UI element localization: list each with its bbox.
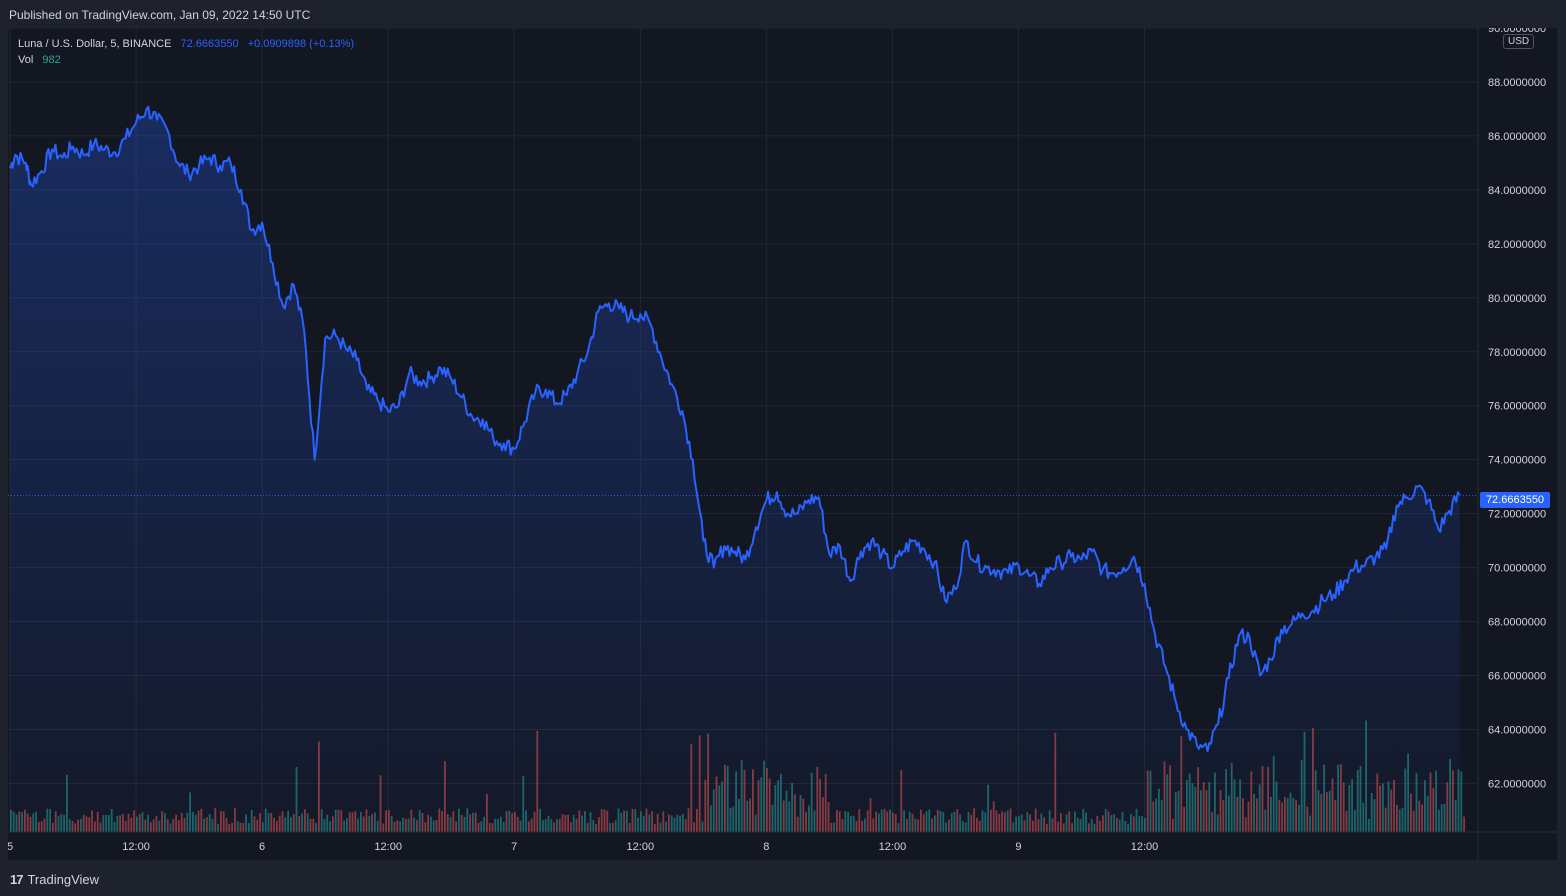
currency-selector[interactable]: USD [1503, 34, 1535, 49]
time-tick-label: 7 [511, 841, 517, 853]
price-chart-svg[interactable]: 90.0000000 88.0000000 86.0000000 84.0000000… [8, 28, 1557, 860]
price-line [9, 105, 1461, 753]
price-tick-label: 66.0000000 [1488, 671, 1546, 683]
price-tick-label: 78.0000000 [1488, 347, 1546, 359]
price-area-fill [10, 106, 1460, 833]
symbol-title: Luna / U.S. Dollar, 5, BINANCE [18, 38, 172, 50]
time-tick-label: 12:00 [122, 841, 150, 853]
time-axis[interactable]: 5 12:00 6 12:00 7 12:00 8 12:00 9 12:00 [8, 841, 1158, 853]
volume-value: 982 [42, 54, 61, 66]
price-change-value: +0.0909898 (+0.13%) [247, 38, 355, 50]
published-caption: Published on TradingView.com, Jan 09, 20… [9, 8, 311, 22]
chart-legend[interactable]: Luna / U.S. Dollar, 5, BINANCE 72.666355… [18, 36, 354, 68]
price-tick-label: 80.0000000 [1488, 293, 1546, 305]
price-tick-label: 70.0000000 [1488, 563, 1546, 575]
price-tick-label: 90.0000000 [1488, 28, 1546, 35]
time-tick-label: 8 [763, 841, 769, 853]
last-price-value: 72.6663550 [180, 38, 239, 50]
price-axis[interactable]: 90.0000000 88.0000000 86.0000000 84.0000000… [1488, 28, 1546, 790]
tradingview-logo[interactable]: 17 TradingView [10, 872, 99, 887]
time-tick-label: 9 [1015, 841, 1021, 853]
price-tick-label: 82.0000000 [1488, 239, 1546, 251]
legend-volume-row[interactable]: Vol 982 [18, 52, 354, 68]
volume-bar [1460, 771, 1463, 832]
chart-frame[interactable]: 90.0000000 88.0000000 86.0000000 84.0000000… [8, 28, 1557, 860]
time-tick-label: 12:00 [374, 841, 402, 853]
time-tick-label: 6 [259, 841, 265, 853]
legend-main-row[interactable]: Luna / U.S. Dollar, 5, BINANCE 72.666355… [18, 36, 354, 52]
price-tick-label: 62.0000000 [1488, 778, 1546, 790]
price-tick-label: 64.0000000 [1488, 724, 1546, 736]
tradingview-logo-text: TradingView [27, 872, 100, 887]
price-tick-label: 86.0000000 [1488, 131, 1546, 143]
price-tick-label: 72.0000000 [1488, 509, 1546, 521]
price-tick-label: 84.0000000 [1488, 185, 1546, 197]
time-tick-label: 12:00 [627, 841, 655, 853]
time-tick-label: 12:00 [879, 841, 907, 853]
volume-label: Vol [18, 54, 34, 66]
tradingview-logo-icon: 17 [10, 872, 24, 887]
price-tick-label: 76.0000000 [1488, 401, 1546, 413]
header-bar: Published on TradingView.com, Jan 09, 20… [0, 0, 1566, 28]
price-tick-label: 68.0000000 [1488, 617, 1546, 629]
time-tick-label: 12:00 [1131, 841, 1159, 853]
volume-bar [1463, 816, 1465, 832]
time-tick-label: 5 [8, 841, 13, 853]
last-price-tag: 72.6663550 [1480, 492, 1550, 508]
price-tick-label: 74.0000000 [1488, 455, 1546, 467]
price-tick-label: 88.0000000 [1488, 77, 1546, 89]
footer-bar: 17 TradingView [0, 862, 1566, 896]
